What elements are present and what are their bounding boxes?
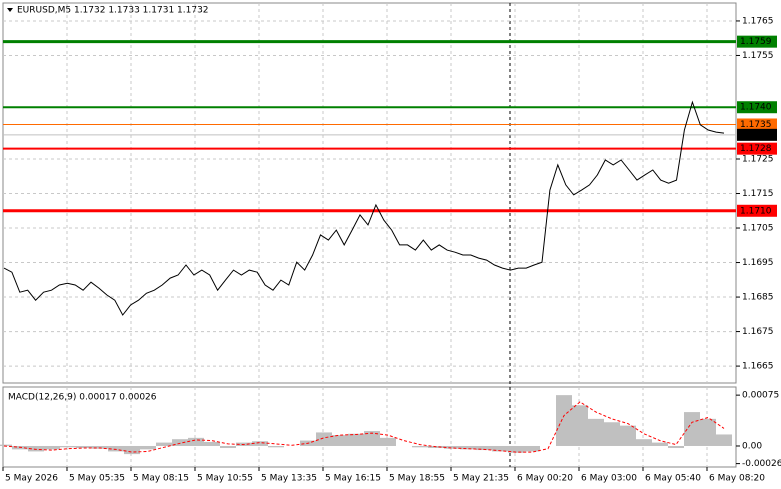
macd-bar (316, 432, 332, 446)
macd-bar (332, 435, 348, 446)
macd-bar (508, 445, 524, 453)
macd-bar (188, 437, 204, 446)
macd-bar (252, 441, 268, 446)
macd-bar (364, 431, 380, 446)
macd-bar (636, 439, 652, 446)
price-line (3, 100, 725, 316)
macd-bar (268, 445, 284, 448)
macd-bar (348, 433, 364, 446)
macd-bar (76, 445, 92, 449)
macd-bar (476, 445, 492, 451)
macd-bar (204, 441, 220, 446)
y-tick-label: 1.1715 (742, 189, 774, 199)
macd-bar (700, 418, 716, 446)
x-tick-label: 6 May 05:40 (645, 474, 701, 484)
y-tick-label: 1.1765 (742, 16, 774, 26)
y-tick-label: 1.1755 (742, 51, 774, 61)
y-tick-label: 1.1665 (742, 362, 774, 372)
macd-bar (140, 445, 156, 450)
macd-bar (172, 439, 188, 446)
menu-icon[interactable] (7, 8, 13, 12)
x-tick-label: 5 May 18:55 (389, 474, 445, 484)
level-label-bg (737, 204, 777, 217)
macd-bar (460, 445, 476, 450)
level-label-bg (737, 142, 777, 155)
level-label: 1.1710 (740, 206, 772, 216)
level-label: 1.1759 (740, 37, 772, 47)
y-tick-label: 1.1685 (742, 293, 774, 303)
level-label-bg (737, 128, 777, 141)
macd-bar (0, 444, 12, 446)
macd-bar (156, 442, 172, 446)
y-tick-label: 1.1695 (742, 258, 774, 268)
macd-bar (412, 445, 428, 448)
level-label: 1.1735 (740, 120, 772, 130)
macd-bar (28, 445, 44, 452)
macd-bar (620, 425, 636, 446)
level-label-bg (737, 118, 777, 131)
macd-bar (572, 405, 588, 446)
level-label-bg (737, 101, 777, 114)
x-tick-label: 5 May 21:35 (453, 474, 509, 484)
x-tick-label: 5 May 16:15 (325, 474, 381, 484)
y-tick-label: 1.1675 (742, 327, 774, 337)
level-label: 1.1740 (740, 103, 772, 113)
x-tick-label: 5 May 10:55 (197, 474, 253, 484)
macd-bar (684, 412, 700, 446)
macd-bar (716, 434, 732, 446)
macd-bar (492, 445, 508, 452)
macd-bar (60, 445, 76, 448)
macd-bar (44, 445, 60, 450)
y-tick-label: 1.1705 (742, 224, 774, 234)
y-tick-label: -0.00026 (742, 459, 781, 469)
x-tick-label: 6 May 00:20 (517, 474, 573, 484)
macd-title: MACD(12,26,9) 0.00017 0.00026 (8, 393, 157, 403)
macd-bar (92, 445, 108, 449)
macd-bar (124, 445, 140, 455)
x-tick-label: 6 May 08:20 (709, 474, 765, 484)
header: EURUSD,M5 1.1732 1.1733 1.1731 1.1732 (17, 6, 209, 16)
macd-bar (444, 445, 460, 449)
main-pane (2, 2, 737, 384)
macd-bar (556, 395, 572, 446)
x-tick-label: 6 May 03:00 (581, 474, 637, 484)
macd-bar (604, 422, 620, 446)
signal-line (3, 401, 725, 453)
macd-bar (652, 442, 668, 446)
x-tick-label: 5 May 2026 (5, 474, 58, 484)
level-label: 1.1732 (740, 130, 772, 140)
y-tick-label: 0.00 (742, 441, 762, 451)
level-label: 1.1728 (740, 144, 772, 154)
macd-bar (524, 445, 540, 452)
x-tick-label: 5 May 08:15 (133, 474, 189, 484)
macd-bar (108, 445, 124, 452)
x-tick-label: 5 May 05:35 (69, 474, 125, 484)
macd-bar (380, 437, 396, 446)
y-tick-label: 0.00075 (742, 391, 779, 401)
y-tick-label: 1.1725 (742, 155, 774, 165)
macd-bar (668, 445, 684, 449)
x-tick-label: 5 May 13:35 (261, 474, 317, 484)
macd-bar (220, 445, 236, 449)
level-label-bg (737, 35, 777, 48)
macd-bar (588, 418, 604, 446)
